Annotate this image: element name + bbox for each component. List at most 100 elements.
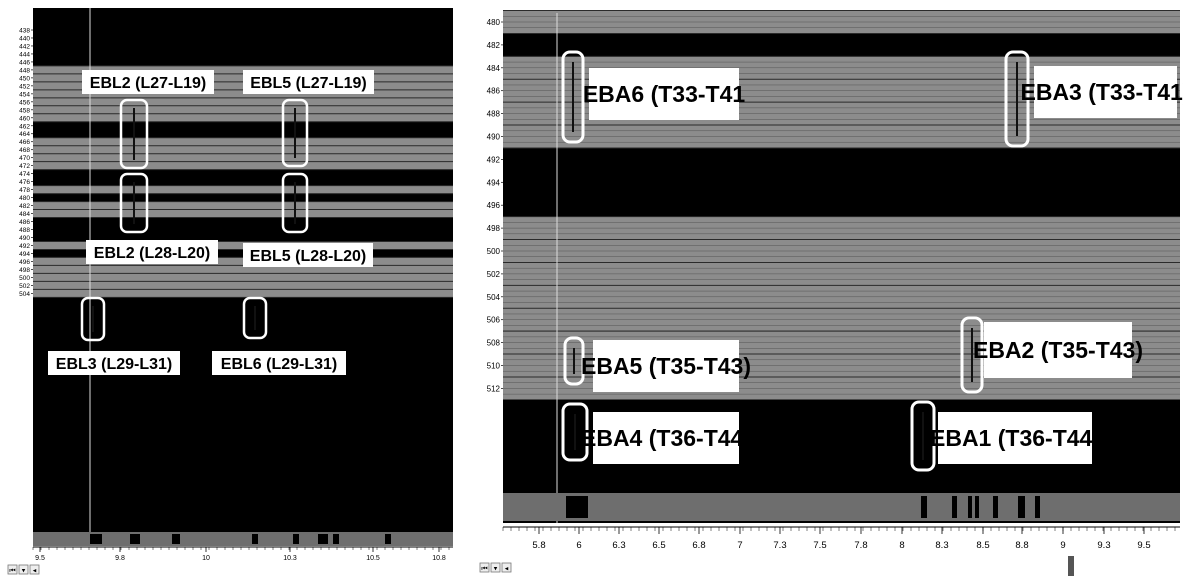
x-tick-label: 8.5 <box>976 540 989 551</box>
y-tick-label: 506 <box>487 316 501 325</box>
event-marker <box>975 496 979 518</box>
highlight-box[interactable] <box>119 172 149 234</box>
y-tick-label: 498 <box>487 224 501 233</box>
event-marker <box>993 496 998 518</box>
dropdown-icon: ▾ <box>494 566 498 573</box>
annotation-box <box>82 70 214 94</box>
y-tick-label: 444 <box>19 51 30 58</box>
highlight-box[interactable] <box>563 336 585 386</box>
resize-grip-icon[interactable] <box>1068 556 1074 576</box>
right-dropdown-button[interactable] <box>490 562 501 573</box>
annotation-label: EBA5 (T35-T43) <box>581 353 751 379</box>
annotation-box <box>243 70 374 94</box>
annotation-label: EBA4 (T36-T44) <box>581 425 751 451</box>
y-tick-label: 480 <box>487 18 501 27</box>
x-tick-label: 8.8 <box>1015 540 1028 551</box>
y-tick-label: 490 <box>19 235 30 242</box>
highlight-box[interactable] <box>910 400 936 472</box>
annotation-box <box>86 240 218 264</box>
highlight-box[interactable] <box>119 98 149 170</box>
event-marker <box>333 534 339 544</box>
first-icon: ⏮ <box>9 568 15 575</box>
event-marker <box>1018 496 1025 518</box>
x-tick-label: 7.8 <box>854 540 867 551</box>
event-marker <box>952 496 957 518</box>
y-tick-label: 464 <box>19 131 30 138</box>
annotation-label: EBA3 (T33-T41) <box>1021 79 1183 105</box>
annotation-box <box>593 412 739 464</box>
x-tick-label: 9.3 <box>1097 540 1110 551</box>
y-tick-label: 440 <box>19 35 30 42</box>
annotation-box <box>243 243 373 267</box>
x-tick-label: 10.8 <box>432 555 446 562</box>
highlight-box[interactable] <box>242 296 268 340</box>
annotation-box <box>212 351 346 375</box>
left-channel-panel: 4384404424444464484504524544564584604624… <box>0 0 455 580</box>
x-tick-label: 9.5 <box>1137 540 1150 551</box>
annotation-label: EBL6 (L29-L31) <box>221 356 337 373</box>
y-tick-label: 486 <box>19 219 30 226</box>
event-marker <box>90 534 102 544</box>
x-tick-label: 8 <box>899 540 904 551</box>
y-tick-label: 504 <box>487 293 501 302</box>
highlight-box[interactable] <box>281 172 309 234</box>
left-dropdown-button[interactable] <box>18 564 29 575</box>
highlight-box[interactable] <box>561 402 589 462</box>
event-marker <box>385 534 391 544</box>
annotation-box <box>1034 66 1177 118</box>
dropdown-icon: ▾ <box>22 568 26 575</box>
y-tick-label: 490 <box>487 133 501 142</box>
y-tick-label: 438 <box>19 28 30 35</box>
y-tick-label: 480 <box>19 195 30 202</box>
y-tick-label: 496 <box>19 259 30 266</box>
right-prev-button[interactable] <box>501 562 512 573</box>
y-tick-label: 482 <box>487 41 501 50</box>
y-tick-label: 478 <box>19 187 30 194</box>
y-tick-label: 468 <box>19 147 30 154</box>
y-tick-label: 462 <box>19 123 30 130</box>
y-tick-label: 458 <box>19 107 30 114</box>
y-tick-label: 494 <box>19 251 30 258</box>
highlight-box[interactable] <box>960 316 984 394</box>
y-tick-label: 450 <box>19 75 30 82</box>
x-tick-label: 10 <box>202 555 210 562</box>
right-first-button[interactable] <box>479 562 490 573</box>
event-marker <box>566 496 588 518</box>
event-marker <box>318 534 328 544</box>
y-tick-label: 482 <box>19 203 30 210</box>
x-tick-label: 7.5 <box>813 540 826 551</box>
y-tick-label: 512 <box>487 384 501 393</box>
highlight-box[interactable] <box>80 296 106 342</box>
annotation-box <box>48 351 180 375</box>
y-tick-label: 466 <box>19 139 30 146</box>
event-marker <box>1035 496 1040 518</box>
y-tick-label: 496 <box>487 201 501 210</box>
left-prev-button[interactable] <box>29 564 40 575</box>
highlight-box[interactable] <box>1004 50 1030 148</box>
y-tick-label: 442 <box>19 43 30 50</box>
y-tick-label: 448 <box>19 67 30 74</box>
highlight-box[interactable] <box>561 50 585 144</box>
x-tick-label: 8.3 <box>935 540 948 551</box>
left-first-button[interactable] <box>7 564 18 575</box>
prev-icon: ◂ <box>33 568 37 575</box>
x-tick-label: 6.5 <box>652 540 665 551</box>
y-tick-label: 472 <box>19 163 30 170</box>
y-tick-label: 508 <box>487 339 501 348</box>
y-tick-label: 474 <box>19 171 30 178</box>
x-tick-label: 6.3 <box>612 540 625 551</box>
x-tick-label: 9 <box>1060 540 1065 551</box>
first-icon: ⏮ <box>481 566 487 573</box>
annotation-label: EBL2 (L28-L20) <box>94 245 210 262</box>
annotation-label: EBA1 (T36-T44) <box>930 425 1100 451</box>
annotation-label: EBL5 (L27-L19) <box>250 75 366 92</box>
x-tick-label: 5.8 <box>532 540 545 551</box>
annotation-label: EBL2 (L27-L19) <box>90 75 206 92</box>
y-tick-label: 502 <box>19 283 30 290</box>
y-tick-label: 492 <box>19 243 30 250</box>
x-tick-label: 9.8 <box>115 555 125 562</box>
x-tick-label: 9.5 <box>35 555 45 562</box>
highlight-box[interactable] <box>281 98 309 168</box>
gray-band <box>33 185 453 194</box>
